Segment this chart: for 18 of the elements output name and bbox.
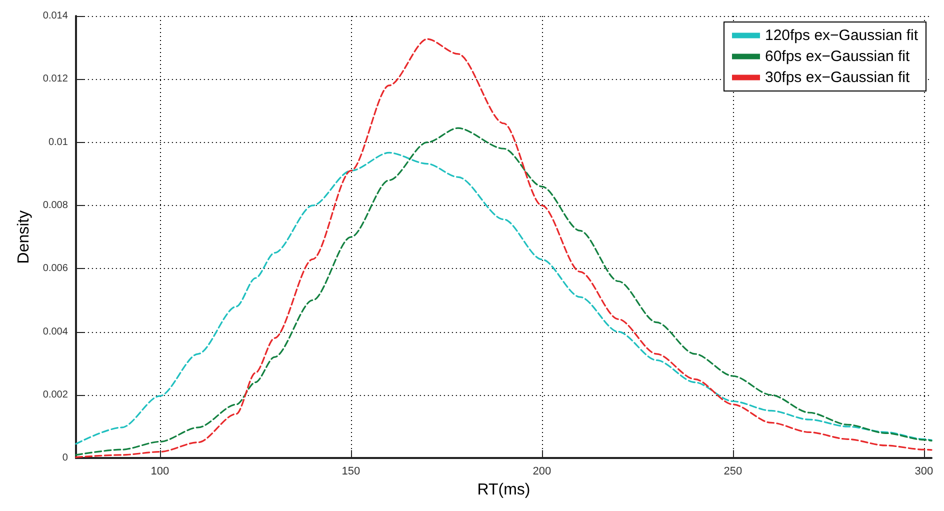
y-tick-label: 0.006 [42,263,68,274]
x-axis-title: RT(ms) [477,482,530,498]
x-tick-label: 250 [724,466,742,478]
y-tick-label: 0.014 [42,10,68,22]
legend-label: 60fps ex−Gaussian fit [764,48,910,65]
legend-label: 30fps ex−Gaussian fit [764,69,910,86]
y-tick-label: 0.008 [42,200,68,211]
x-tick-label: 150 [342,466,360,478]
y-axis-title: Density [16,210,32,264]
legend-label: 120fps ex−Gaussian fit [764,27,919,44]
x-tick-label: 100 [150,466,170,478]
x-tick-label: 300 [914,466,934,478]
x-tick-label: 200 [532,466,552,478]
y-tick-label: 0.004 [42,326,68,338]
y-tick-label: 0.012 [42,74,68,85]
y-tick-label: 0.002 [42,389,68,400]
y-tick-label: 0 [62,452,68,464]
y-tick-label: 0.01 [48,136,68,148]
